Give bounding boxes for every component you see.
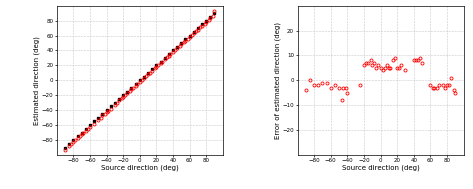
X-axis label: Source direction (deg): Source direction (deg) [101, 165, 179, 171]
Y-axis label: Estimated direction (deg): Estimated direction (deg) [34, 36, 40, 125]
Y-axis label: Error of estimated direction (deg): Error of estimated direction (deg) [274, 22, 281, 139]
X-axis label: Source direction (deg): Source direction (deg) [342, 165, 420, 171]
